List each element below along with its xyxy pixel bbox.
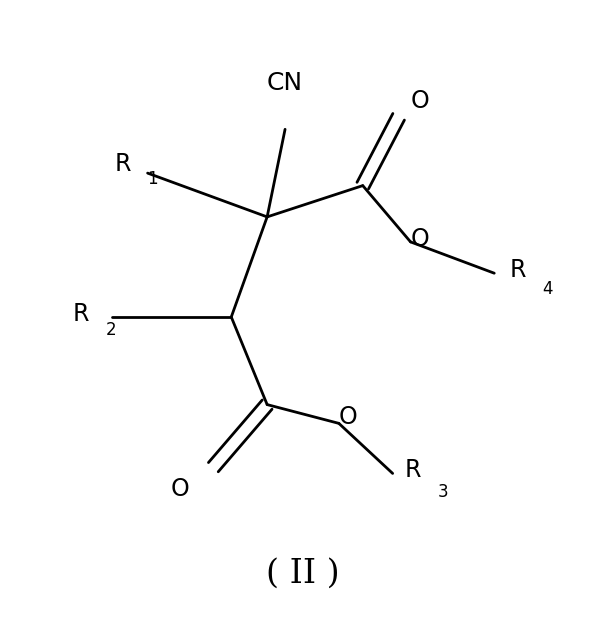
Text: O: O — [171, 477, 190, 501]
Text: CN: CN — [267, 71, 303, 95]
Text: O: O — [338, 405, 357, 429]
Text: 2: 2 — [106, 321, 116, 339]
Text: O: O — [410, 89, 429, 113]
Text: 1: 1 — [148, 171, 158, 188]
Text: O: O — [410, 227, 429, 251]
Text: R: R — [115, 152, 132, 176]
Text: 3: 3 — [438, 483, 448, 501]
Text: R: R — [73, 302, 90, 326]
Text: ( II ): ( II ) — [266, 557, 340, 590]
Text: R: R — [405, 458, 421, 482]
Text: 4: 4 — [542, 280, 553, 298]
Text: R: R — [509, 258, 525, 282]
